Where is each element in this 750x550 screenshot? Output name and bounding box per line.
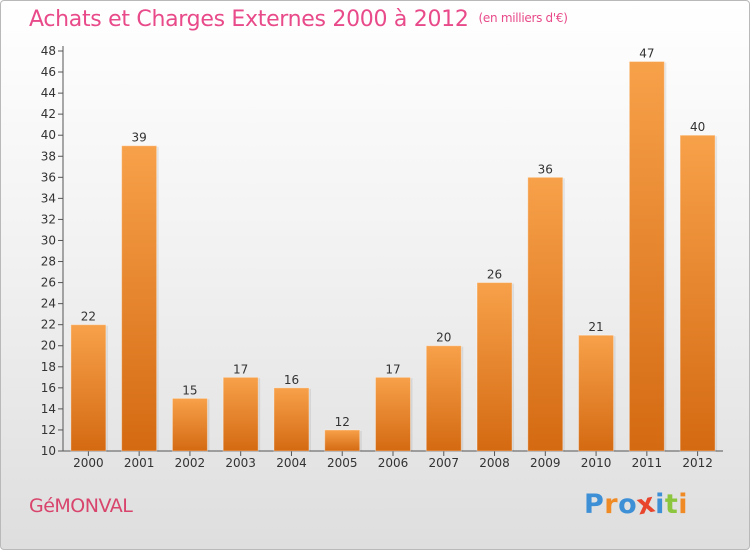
data-label: 21 [588,320,603,334]
brand-logo-letter: i [655,489,665,520]
y-tick-label: 40 [41,128,56,142]
data-label: 17 [385,362,400,376]
x-tick-label: 2012 [682,456,713,470]
bar-2007 [425,345,462,452]
brand-logo-letter: t [664,489,679,520]
y-tick-label: 20 [41,339,56,353]
x-tick-label: 2003 [225,456,256,470]
y-tick-label: 14 [41,402,56,416]
y-tick-label: 12 [41,423,56,437]
chart-unit-note: (en milliers d'€) [478,11,568,25]
data-label: 39 [132,131,147,145]
y-tick-label: 26 [41,276,56,290]
y-tick-label: 38 [41,149,56,163]
x-tick-label: 2006 [378,456,409,470]
y-tick-label: 46 [41,65,56,79]
axes: 10 12 14 16 18 20 22 24 26 28 30 32 34 36 38 40 42 44 46 48… [41,44,723,470]
data-label: 12 [335,415,350,429]
data-label: 40 [690,120,705,134]
y-tick-label: 44 [41,86,56,100]
y-tick-label: 18 [41,360,56,374]
y-tick-label: 36 [41,170,56,184]
y-tick-label: 48 [41,44,56,58]
brand-logo: Proxiti [584,487,689,521]
location-name: GéMONVAL [29,495,133,517]
x-tick-label: 2002 [175,456,206,470]
x-tick-label: 2009 [530,456,561,470]
y-tick-label: 28 [41,255,56,269]
y-tick-label: 10 [41,444,56,458]
bar-2011 [628,61,665,452]
bar-2009 [527,176,564,452]
x-tick-label: 2000 [73,456,104,470]
y-tick-label: 30 [41,233,56,247]
x-tick-label: 2004 [276,456,307,470]
chart-title: Achats et Charges Externes 2000 à 2012 (e… [29,7,568,32]
data-label: 26 [487,268,502,282]
data-label: 47 [639,47,654,61]
bar-2001 [121,145,158,452]
brand-logo-letter: o [618,489,638,520]
brand-logo-letter: i [678,489,689,520]
bar-2006 [375,376,411,452]
y-tick-label: 32 [41,212,56,226]
data-label: 22 [81,310,96,324]
bar-2008 [476,282,513,452]
x-tick-label: 2007 [428,456,459,470]
x-tick-label: 2010 [581,456,612,470]
data-label: 36 [538,162,553,176]
x-tick-label: 2011 [632,456,663,470]
brand-logo-letter: P [584,489,605,520]
y-tick-label: 42 [41,107,56,121]
bar-2012 [679,134,716,452]
data-label: 20 [436,331,451,345]
data-labels: 22 39 15 17 16 12 17 20 26 36 21 47 40 [81,47,706,429]
y-tick-label: 16 [41,381,56,395]
brand-logo-letter: r [604,489,619,520]
y-tick-label: 22 [41,318,56,332]
y-tick-label: 24 [41,297,56,311]
data-label: 16 [284,373,299,387]
bars [70,61,718,452]
y-tick-label: 34 [41,191,56,205]
bar-2000 [70,324,107,452]
data-label: 17 [233,362,248,376]
x-tick-label: 2008 [479,456,510,470]
data-label: 15 [182,383,197,397]
x-tick-label: 2001 [124,456,155,470]
bar-2002 [171,397,208,452]
bar-2005 [324,429,361,452]
bar-2010 [578,334,615,452]
bar-2003 [222,376,259,452]
bar-2004 [273,387,310,452]
chart-title-text: Achats et Charges Externes 2000 à 2012 [29,7,469,32]
x-tick-label: 2005 [327,456,358,470]
